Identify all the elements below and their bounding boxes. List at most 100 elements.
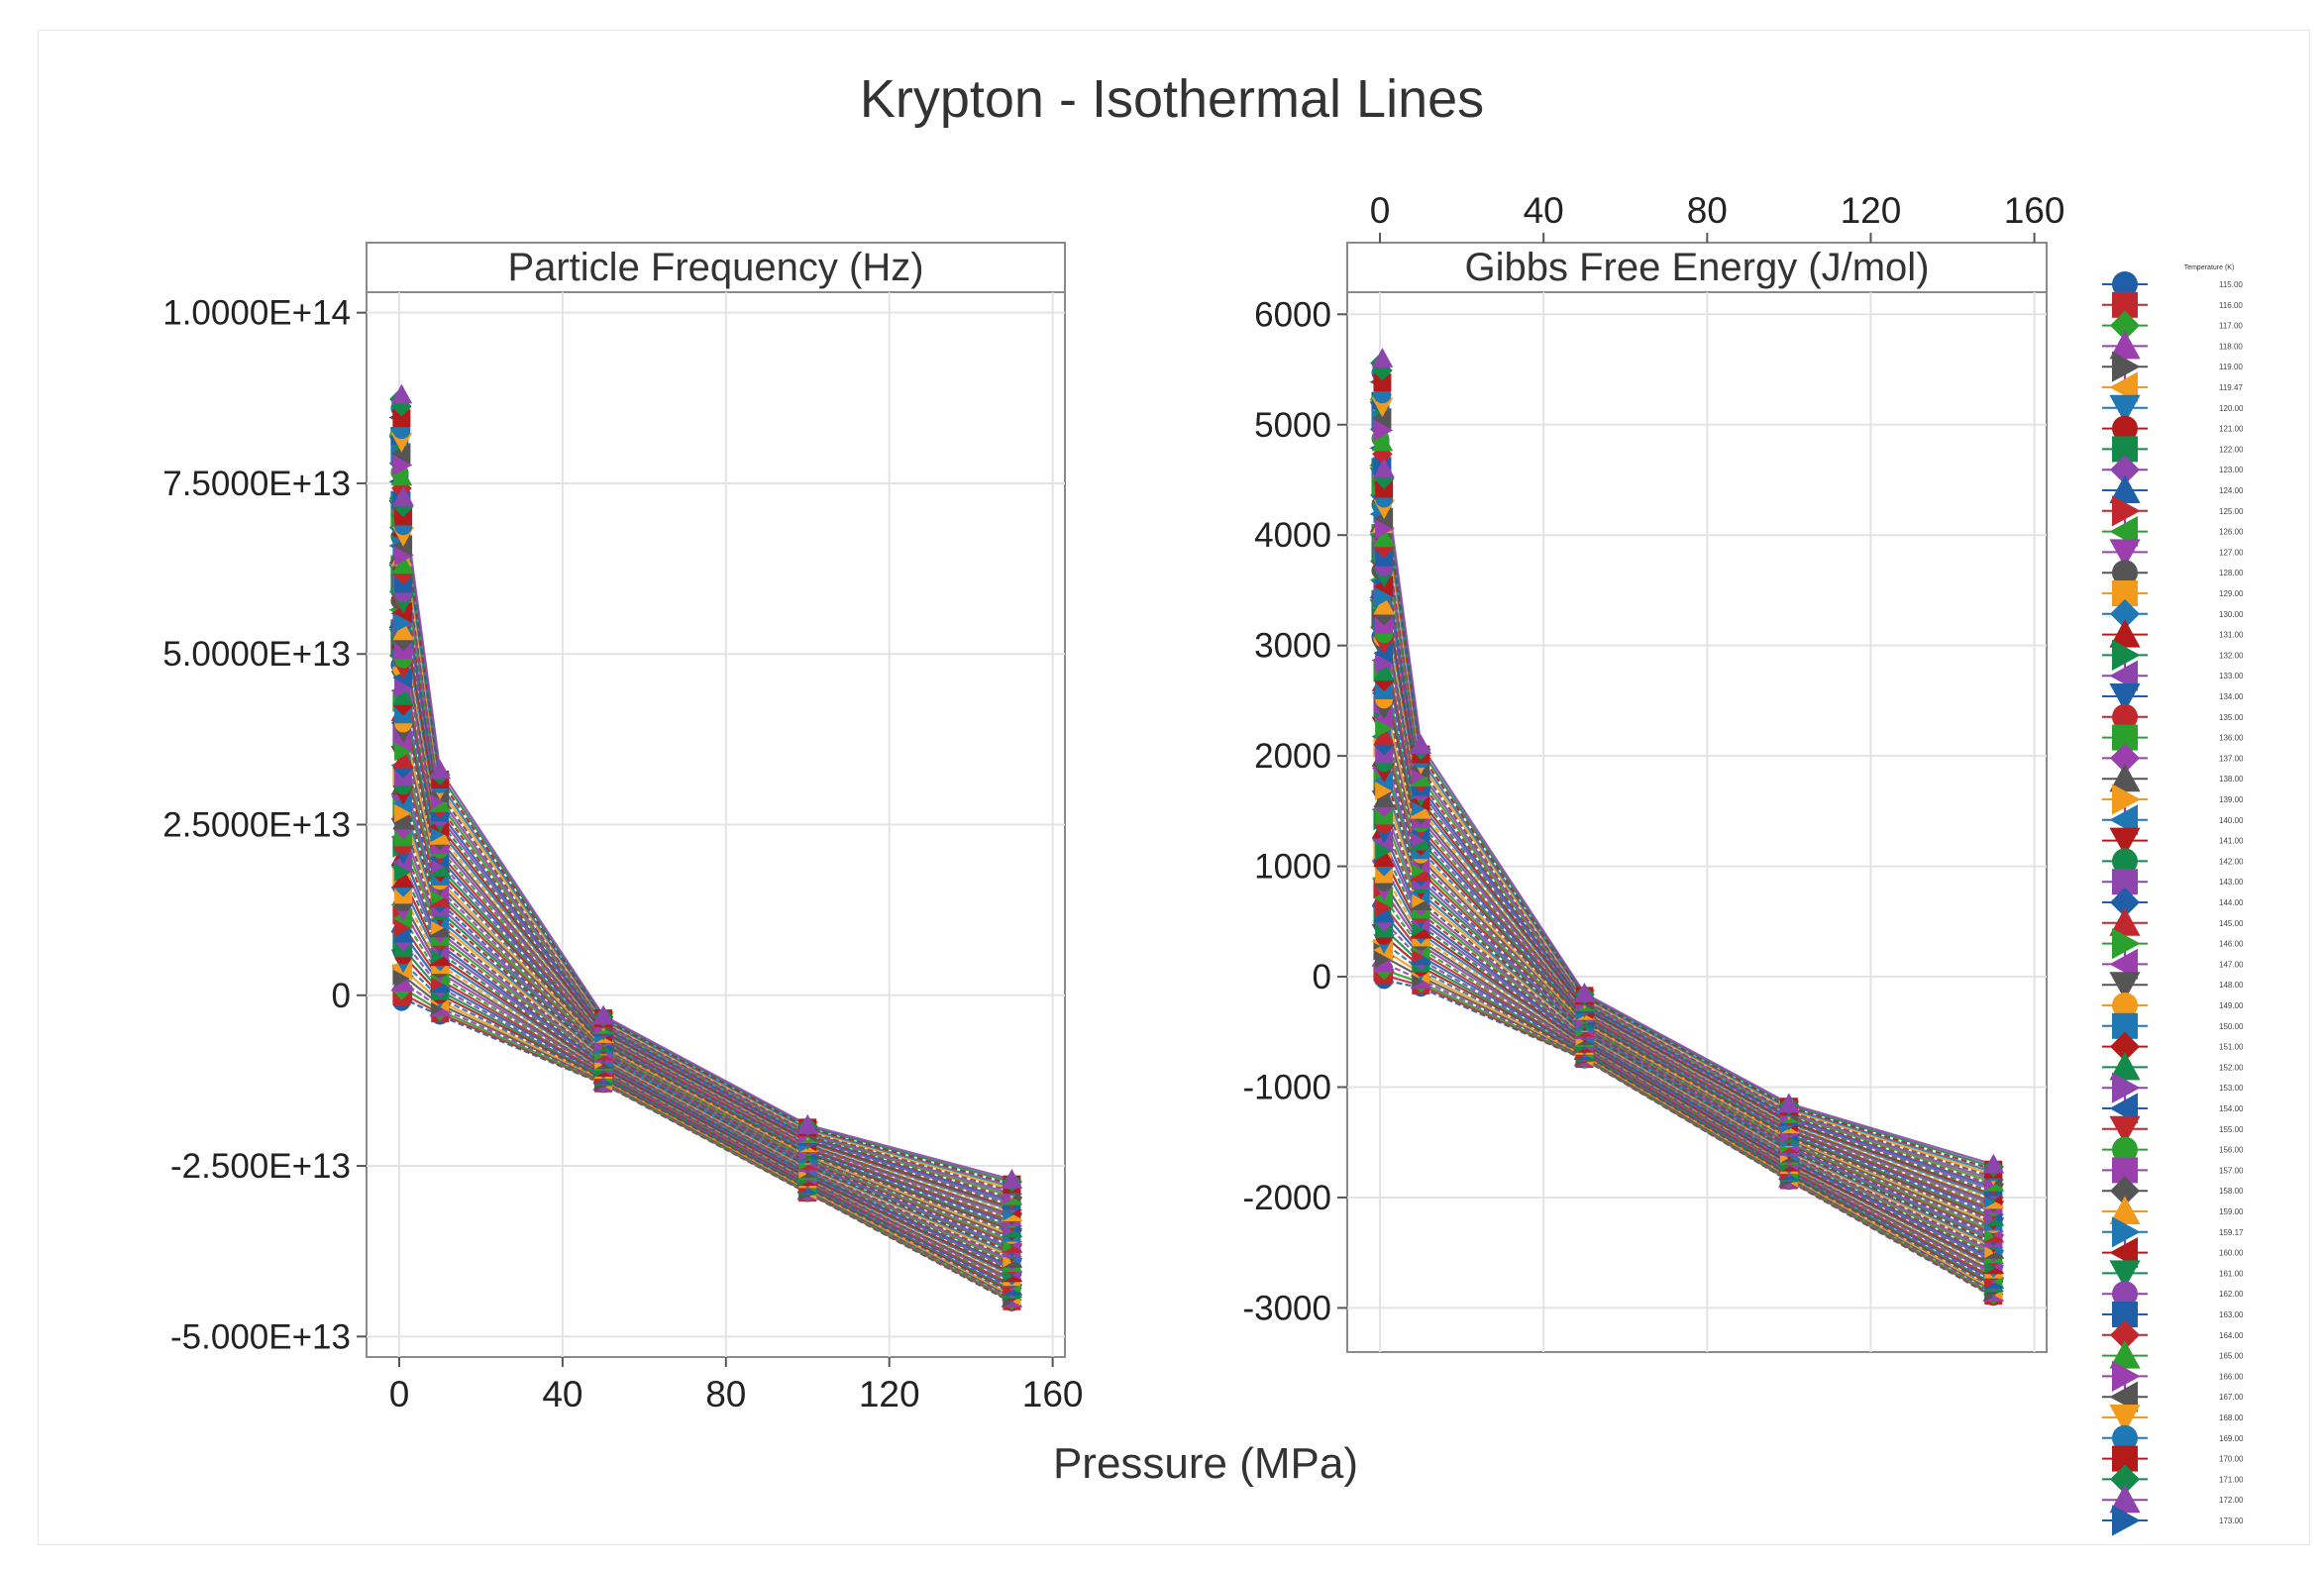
legend-label: 145.00 xyxy=(2219,919,2244,928)
legend-marker xyxy=(2112,415,2138,442)
figure-frame xyxy=(38,30,2310,1545)
data-point xyxy=(392,667,413,689)
data-point xyxy=(1373,419,1394,442)
isotherm-markers xyxy=(388,383,1023,1311)
legend-marker xyxy=(2112,1216,2141,1248)
panel-frame xyxy=(1346,242,2048,1353)
data-point xyxy=(392,409,411,428)
legend-label: 168.00 xyxy=(2219,1413,2244,1422)
legend-label: 126.00 xyxy=(2219,528,2244,537)
y-tick-label: 5.0000E+13 xyxy=(162,635,351,674)
x-tick-label: 80 xyxy=(705,1374,746,1414)
legend-label: 124.00 xyxy=(2219,486,2244,495)
x-tick-label: 80 xyxy=(1687,190,1728,231)
legend-label: 147.00 xyxy=(2219,960,2244,969)
data-point xyxy=(1371,397,1394,418)
data-point xyxy=(1373,787,1395,807)
data-point xyxy=(392,630,414,652)
legend-label: 119.00 xyxy=(2219,363,2243,371)
legend-marker xyxy=(2109,1051,2141,1081)
legend-marker xyxy=(2112,1072,2141,1103)
data-point xyxy=(390,432,413,453)
data-point xyxy=(392,485,414,506)
x-tick-label: 40 xyxy=(542,1374,582,1414)
data-point xyxy=(1373,661,1395,681)
x-tick-label: 0 xyxy=(1370,190,1391,231)
legend-marker xyxy=(2109,619,2141,648)
data-point xyxy=(390,442,411,465)
data-point xyxy=(391,395,412,417)
data-point xyxy=(394,676,414,698)
legend-label: 159.17 xyxy=(2219,1228,2244,1237)
y-tick-label: 3000 xyxy=(1254,627,1331,666)
legend-label: 153.00 xyxy=(2219,1084,2244,1093)
data-point xyxy=(392,454,413,476)
legend-marker xyxy=(2112,848,2138,875)
data-point xyxy=(392,564,414,585)
panel-1: Particle Frequency (Hz) 1.0000E+14 7.5000E… xyxy=(162,242,1083,1414)
data-point xyxy=(390,466,413,486)
data-point xyxy=(392,748,414,769)
panels: Particle Frequency (Hz) 1.0000E+14 7.5000E… xyxy=(162,190,2064,1414)
legend-marker xyxy=(2109,474,2141,503)
y-tick-label: 2.5000E+13 xyxy=(162,806,351,845)
legend-label: 116.00 xyxy=(2219,301,2243,310)
legend-label: 125.00 xyxy=(2219,507,2244,516)
panel-title: Gibbs Free Energy (J/mol) xyxy=(1464,246,1929,289)
data-point xyxy=(392,922,414,943)
legend-label: 120.00 xyxy=(2219,404,2244,413)
legend-label: 172.00 xyxy=(2219,1496,2244,1505)
legend-label: 161.00 xyxy=(2219,1269,2244,1278)
data-point xyxy=(1373,594,1395,615)
legend-label: 156.00 xyxy=(2219,1146,2244,1155)
legend-marker xyxy=(2110,455,2140,485)
legend-label: 167.00 xyxy=(2219,1393,2244,1402)
legend-marker xyxy=(2109,1115,2141,1145)
legend-marker xyxy=(2109,394,2141,424)
y-tick-label: 0 xyxy=(1313,958,1331,996)
data-point xyxy=(392,534,413,557)
legend-label: 163.00 xyxy=(2219,1310,2244,1319)
data-point xyxy=(392,620,414,641)
legend-label: 121.00 xyxy=(2219,425,2244,434)
data-point xyxy=(392,685,414,705)
panel-title: Particle Frequency (Hz) xyxy=(507,246,923,289)
legend-marker xyxy=(2112,993,2138,1018)
data-point xyxy=(1573,982,1596,1002)
legend-label: 148.00 xyxy=(2219,981,2244,990)
legend-marker xyxy=(2110,743,2140,774)
data-point xyxy=(1373,527,1395,548)
legend-marker xyxy=(2112,703,2138,730)
legend-label: 128.00 xyxy=(2219,569,2244,577)
isotherm-line xyxy=(400,931,1012,1290)
legend-marker xyxy=(2109,972,2141,1000)
data-point xyxy=(1982,1153,2005,1174)
legend-marker xyxy=(2112,639,2141,671)
data-point xyxy=(1371,431,1394,452)
y-tick-label: -3000 xyxy=(1242,1289,1331,1327)
legend-label: 162.00 xyxy=(2219,1290,2244,1299)
data-point xyxy=(1778,1093,1800,1113)
legend-marker xyxy=(2110,310,2140,341)
legend-label: 152.00 xyxy=(2219,1063,2244,1072)
x-axis-label: Pressure (MPa) xyxy=(1053,1439,1358,1488)
data-point xyxy=(394,611,414,633)
data-point xyxy=(1375,716,1395,738)
legend-marker xyxy=(2110,598,2140,629)
legend-label: 160.00 xyxy=(2219,1249,2244,1258)
legend-label: 154.00 xyxy=(2219,1104,2244,1113)
legend: Temperature (K) 115.00 116.00 117.00 118.00 1… xyxy=(2102,264,2244,1536)
x-tick-label: 120 xyxy=(859,1374,920,1414)
legend-marker xyxy=(2109,1196,2141,1224)
legend-label: 169.00 xyxy=(2219,1434,2244,1443)
data-point xyxy=(429,759,452,780)
data-point xyxy=(1371,407,1392,430)
legend-marker xyxy=(2109,1260,2141,1289)
y-tick-label: 1000 xyxy=(1254,848,1331,887)
data-point xyxy=(1373,847,1395,868)
data-point xyxy=(392,554,414,575)
data-point xyxy=(1373,707,1394,729)
legend-label: 173.00 xyxy=(2219,1517,2244,1525)
legend-label: 144.00 xyxy=(2219,898,2244,907)
